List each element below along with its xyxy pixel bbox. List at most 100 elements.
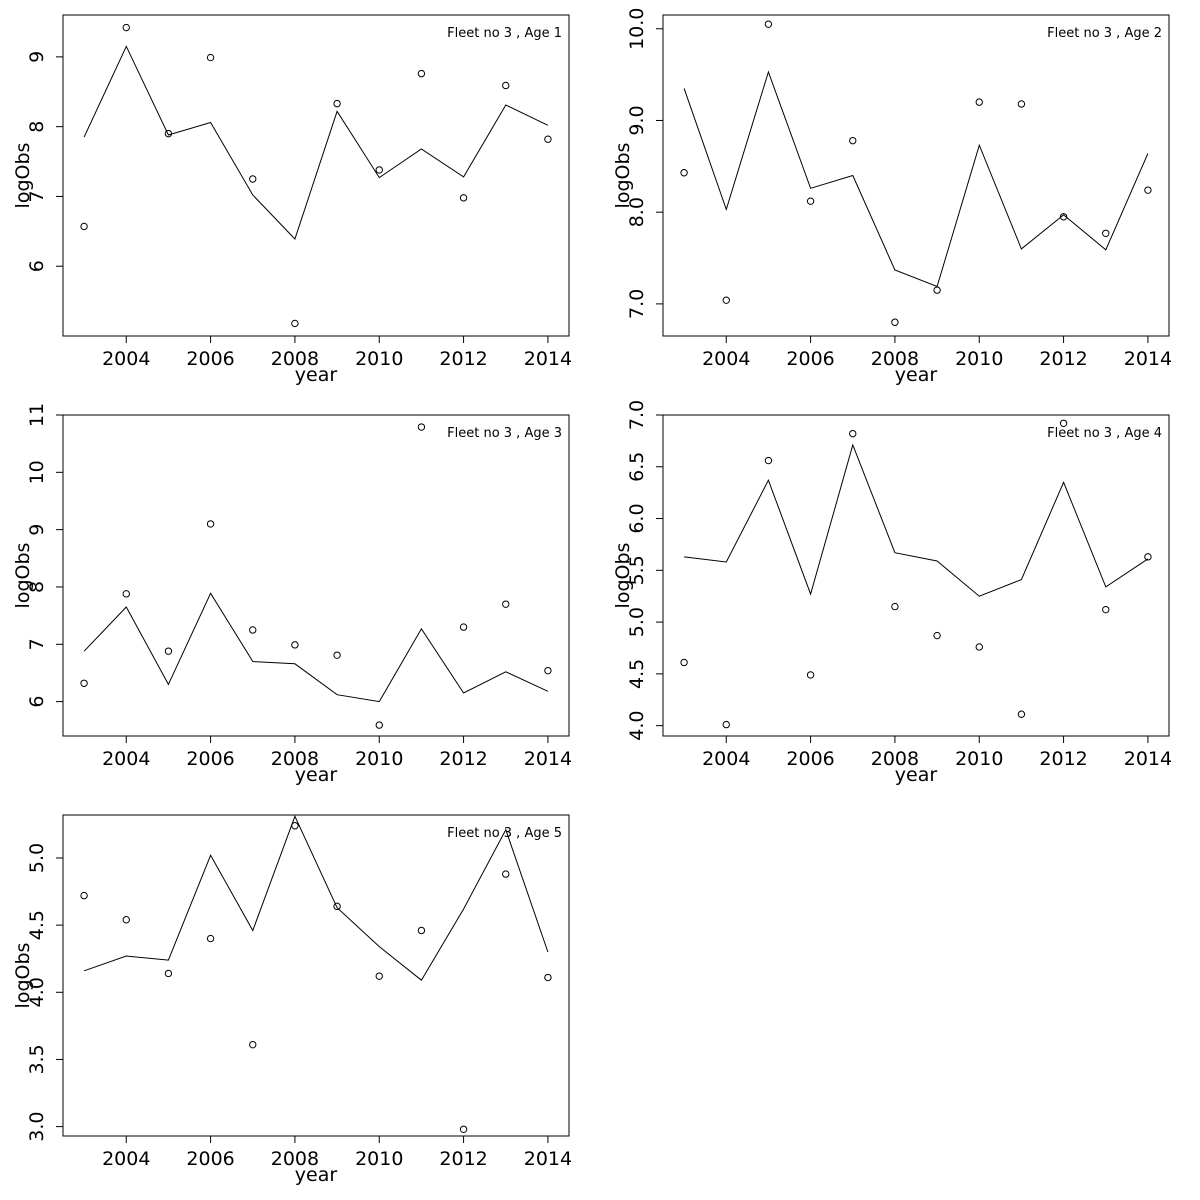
- observed-point: [164, 647, 173, 655]
- y-tick-label: 5.0: [626, 607, 648, 637]
- x-tick-label: 2006: [786, 748, 834, 770]
- y-tick-label: 9: [26, 51, 48, 63]
- y-tick-label: 6: [26, 696, 48, 708]
- y-tick-label: 7: [26, 638, 48, 650]
- x-axis-title: year: [895, 764, 938, 786]
- observed-point: [375, 721, 383, 729]
- x-tick-label: 2014: [1124, 348, 1172, 370]
- x-tick-label: 2012: [439, 1148, 487, 1170]
- fitted-line: [83, 814, 549, 981]
- observed-point: [80, 222, 88, 231]
- observed-point: [502, 600, 510, 608]
- y-tick-label: 3.5: [26, 1044, 48, 1074]
- y-tick-label: 7.0: [626, 289, 648, 319]
- y-tick-label: 4.5: [626, 659, 648, 689]
- x-tick-label: 2004: [702, 748, 750, 770]
- panel-1: 2004 2006 2008 2010 2012 2014 6 7 8 9 year logObs Fl…: [12, 14, 572, 386]
- y-tick-label: 5.5: [626, 555, 648, 585]
- observed-point: [459, 623, 468, 631]
- x-tick-label: 2008: [871, 748, 919, 770]
- x-tick-label: 2008: [271, 748, 319, 770]
- x-tick-label: 2008: [871, 348, 919, 370]
- observed-point: [1017, 710, 1026, 718]
- observed-point: [333, 902, 341, 911]
- x-tick-label: 2004: [102, 348, 150, 370]
- observed-point: [1102, 605, 1110, 614]
- observed-point: [375, 972, 383, 980]
- observed-point: [249, 626, 257, 634]
- x-tick-label: 2010: [355, 1148, 403, 1170]
- fitted-line: [83, 592, 549, 703]
- y-tick-label: 5.0: [26, 843, 48, 873]
- x-tick-label: 2010: [355, 748, 403, 770]
- observed-point: [375, 166, 383, 174]
- observed-point: [459, 1125, 468, 1133]
- observed-point: [764, 20, 773, 28]
- observed-point: [933, 631, 941, 640]
- observed-point: [849, 136, 857, 145]
- x-tick-label: 2014: [524, 348, 572, 370]
- observed-point: [164, 129, 173, 138]
- x-tick-label: 2010: [355, 348, 403, 370]
- x-axis-title: year: [295, 364, 338, 386]
- panel-2: 2004 2006 2008 2010 2012 2014 7.0 8.0 9.0 10.0 yea…: [612, 8, 1172, 386]
- y-tick-label: 4.0: [626, 711, 648, 741]
- x-tick-label: 2012: [439, 348, 487, 370]
- plot-frame: [62, 414, 570, 737]
- x-tick-label: 2006: [786, 348, 834, 370]
- observed-point: [806, 671, 815, 679]
- y-tick-label: 4.0: [26, 977, 48, 1007]
- fitted-line: [683, 70, 1149, 288]
- observed-point: [206, 520, 215, 528]
- observed-point: [544, 973, 552, 982]
- x-axis-title: year: [295, 764, 338, 786]
- observed-point: [417, 69, 426, 78]
- observed-point: [1059, 419, 1068, 427]
- x-tick-label: 2006: [186, 1148, 234, 1170]
- observed-point: [891, 602, 899, 611]
- x-tick-label: 2006: [186, 748, 234, 770]
- observed-point: [933, 286, 941, 294]
- observed-point: [249, 175, 257, 183]
- x-axis-title: year: [895, 364, 938, 386]
- observed-point: [459, 194, 468, 202]
- panel-3: 2004 2006 2008 2010 2012 2014 6 7 8 9 10 11 year logO…: [12, 403, 572, 786]
- x-tick-label: 2012: [1039, 748, 1087, 770]
- plot-frame: [662, 14, 1170, 337]
- y-tick-label: 4.5: [26, 910, 48, 940]
- observed-point: [680, 169, 688, 177]
- x-tick-label: 2004: [102, 1148, 150, 1170]
- observed-point: [975, 643, 983, 651]
- y-axis-title: logObs: [12, 943, 34, 1009]
- x-tick-label: 2012: [1039, 348, 1087, 370]
- observed-point: [975, 98, 983, 106]
- observed-point: [891, 318, 899, 326]
- observed-point: [544, 135, 552, 143]
- observed-point: [291, 319, 299, 328]
- observed-point: [806, 197, 815, 205]
- observed-point: [122, 916, 130, 924]
- observed-point: [1144, 553, 1152, 561]
- observed-point: [544, 666, 552, 675]
- plot-frame: [62, 14, 570, 337]
- observed-point: [417, 926, 426, 935]
- y-axis-title: logObs: [12, 543, 34, 609]
- observed-point: [80, 679, 88, 687]
- y-tick-label: 7.0: [626, 400, 648, 430]
- observed-point: [206, 934, 215, 943]
- panel-title: Fleet no 3 , Age 2: [1047, 26, 1162, 41]
- x-tick-label: 2004: [102, 748, 150, 770]
- observed-point: [333, 651, 341, 659]
- observed-point: [680, 658, 688, 667]
- y-tick-label: 3.0: [26, 1111, 48, 1141]
- x-tick-label: 2008: [271, 348, 319, 370]
- observed-point: [764, 456, 773, 465]
- observed-point: [502, 870, 510, 878]
- x-tick-label: 2004: [702, 348, 750, 370]
- observed-point: [122, 23, 130, 32]
- x-tick-label: 2014: [524, 1148, 572, 1170]
- observed-point: [722, 296, 730, 304]
- observed-point: [1017, 100, 1026, 108]
- panel-title: Fleet no 3 , Age 5: [447, 826, 562, 841]
